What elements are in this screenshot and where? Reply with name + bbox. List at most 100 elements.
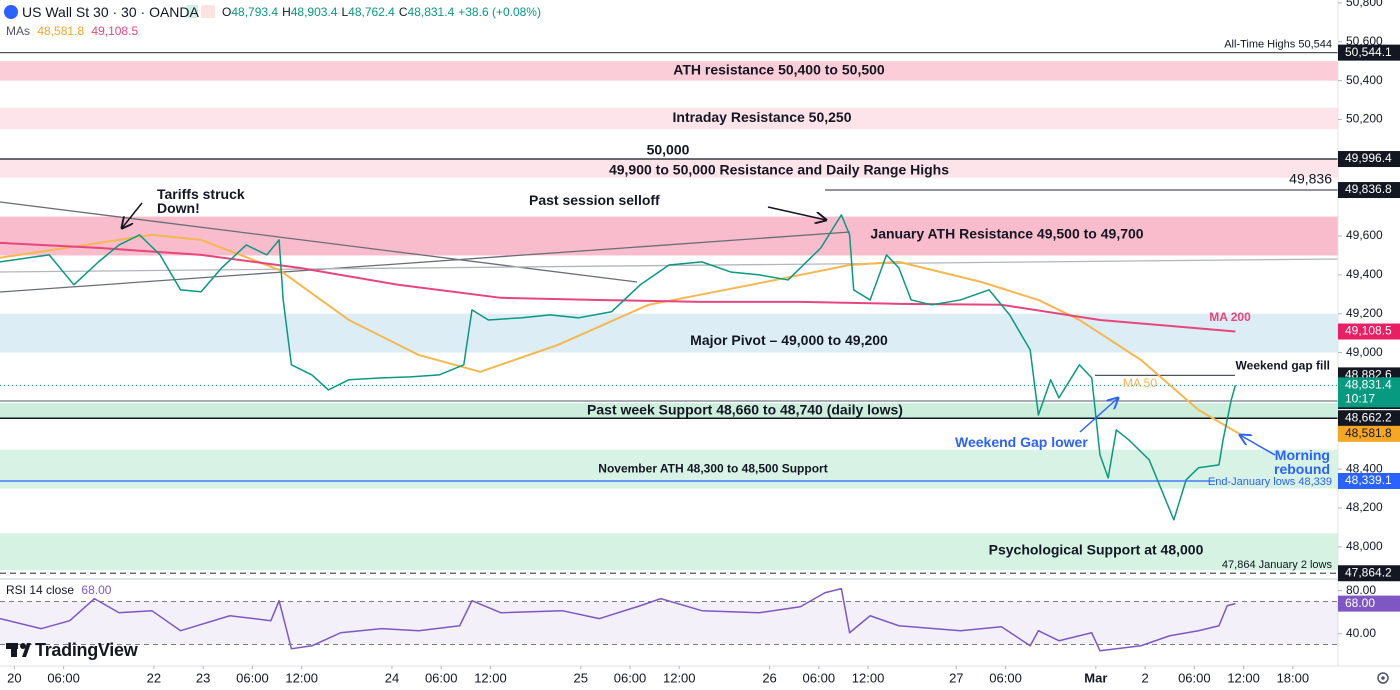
y-tick-label: 49,600 bbox=[1346, 228, 1383, 242]
logo-text: TradingView bbox=[35, 640, 138, 660]
price-tag-label: 48,339.1 bbox=[1345, 473, 1392, 487]
x-tick-label: 06:00 bbox=[236, 670, 269, 685]
y-tick-label: 50,800 bbox=[1346, 0, 1383, 9]
annotation: Weekend Gap lower bbox=[955, 434, 1088, 450]
y-tick-label: 50,400 bbox=[1346, 73, 1383, 87]
y-tick-label: 80.00 bbox=[1346, 583, 1376, 597]
status-box bbox=[186, 5, 198, 18]
price-tag bbox=[1338, 182, 1400, 199]
x-tick-label: 25 bbox=[574, 670, 588, 685]
zone-label: 49,900 to 50,000 Resistance and Daily Ra… bbox=[609, 162, 949, 178]
current-price-label: 48,831.4 bbox=[1345, 378, 1392, 392]
zone bbox=[0, 403, 1338, 419]
countdown: 10:17 bbox=[1345, 392, 1375, 406]
x-tick-label: 18:00 bbox=[1277, 670, 1310, 685]
zone-label: January ATH Resistance 49,500 to 49,700 bbox=[870, 226, 1143, 242]
x-tick-label: 20 bbox=[7, 670, 21, 685]
arrow bbox=[1079, 398, 1118, 433]
x-tick-label: 06:00 bbox=[47, 670, 80, 685]
level-label: End-January lows 48,339 bbox=[1208, 476, 1332, 488]
ohlc-value: 48,793.4 bbox=[231, 5, 279, 19]
series bbox=[0, 214, 1241, 521]
level-label: 50,000 bbox=[647, 142, 690, 158]
price-tag bbox=[1338, 151, 1400, 168]
ohlc-row: O48,793.4 H48,903.4 L48,762.4 C48,831.4 +38.… bbox=[222, 5, 541, 19]
x-tick-label: 22 bbox=[147, 670, 161, 685]
ma-line bbox=[0, 233, 1241, 435]
level-label: Weekend gap fill bbox=[1236, 359, 1330, 373]
zone bbox=[0, 533, 1338, 571]
y-tick-label: 49,400 bbox=[1346, 267, 1383, 281]
ohlc-key: C bbox=[398, 5, 408, 19]
level-label: 49,836 bbox=[1289, 171, 1332, 187]
price-tag-label: 49,836.8 bbox=[1345, 182, 1392, 196]
y-tick-label: 49,000 bbox=[1346, 345, 1383, 359]
rsi-line bbox=[0, 587, 1236, 652]
gear[interactable] bbox=[1377, 672, 1389, 684]
arrow bbox=[1240, 435, 1276, 456]
current-price-tag bbox=[1338, 377, 1400, 408]
ma-tag bbox=[1338, 425, 1400, 442]
zone-label: Psychological Support at 48,000 bbox=[989, 541, 1204, 557]
x-tick-label: 2 bbox=[1141, 670, 1148, 685]
zone-label: November ATH 48,300 to 48,500 Support bbox=[598, 461, 827, 475]
annotation: Morning rebound bbox=[1274, 447, 1330, 477]
zone-label: Major Pivot – 49,000 to 49,200 bbox=[690, 332, 888, 348]
y-tick-label: 48,000 bbox=[1346, 539, 1383, 553]
y-tick-label: 50,200 bbox=[1346, 112, 1383, 126]
zone bbox=[0, 61, 1338, 81]
symbol-badge bbox=[4, 5, 18, 19]
annotation: Tariffs struck Down! bbox=[157, 186, 245, 216]
zone-label: ATH resistance 50,400 to 50,500 bbox=[673, 62, 885, 78]
zone bbox=[0, 313, 1338, 353]
price-tag bbox=[1338, 472, 1400, 489]
y-tick-label: 48,200 bbox=[1346, 500, 1383, 514]
x-tick-label: 12:00 bbox=[852, 670, 885, 685]
arrows bbox=[122, 202, 1276, 456]
y-tick-label: 50,600 bbox=[1346, 34, 1383, 48]
level-label: 47,864 January 2 lows bbox=[1222, 559, 1333, 571]
zones bbox=[0, 61, 1338, 571]
settings-icon[interactable] bbox=[1377, 672, 1389, 684]
rsi-band bbox=[0, 601, 1338, 645]
x-tick-label: 06:00 bbox=[803, 670, 836, 685]
ohlc-key: H bbox=[282, 5, 291, 19]
zone bbox=[0, 107, 1338, 130]
price-tag bbox=[1338, 44, 1400, 61]
ohlc-key: O bbox=[222, 5, 232, 19]
ma-value: 49,108.5 bbox=[91, 24, 139, 38]
ohlc-value: 48,903.4 bbox=[290, 5, 338, 19]
ma-name: MA 200 bbox=[1209, 310, 1251, 324]
ma-row: MAs 48,581.8 49,108.5 bbox=[6, 24, 138, 38]
x-tick-label: 24 bbox=[385, 670, 399, 685]
symbol-title[interactable]: US Wall St 30 · 30 · OANDA bbox=[22, 4, 199, 20]
price-tag-label: 48,662.2 bbox=[1345, 410, 1392, 424]
x-tick-label: 06:00 bbox=[1178, 670, 1211, 685]
price-tag bbox=[1338, 565, 1400, 582]
x-tick-label: 12:00 bbox=[663, 670, 696, 685]
price-line bbox=[0, 214, 1237, 521]
price-tag-label: 47,864.2 bbox=[1345, 565, 1392, 579]
rsi-legend: RSI 14 close 68.00 bbox=[6, 583, 111, 597]
logo-icon bbox=[6, 643, 31, 657]
status-box bbox=[201, 5, 215, 18]
gear-center bbox=[1381, 676, 1385, 680]
trendline bbox=[0, 231, 851, 293]
price-tag-label: 50,544.1 bbox=[1345, 45, 1392, 59]
y-tick-label: 49,200 bbox=[1346, 306, 1383, 320]
x-tick-label: 06:00 bbox=[425, 670, 458, 685]
x-tick-label: 23 bbox=[196, 670, 210, 685]
rsi-pane bbox=[0, 587, 1338, 652]
ma-value: 48,581.8 bbox=[37, 24, 85, 38]
x-tick-label: 06:00 bbox=[614, 670, 647, 685]
trendline bbox=[0, 201, 638, 283]
price-tag-label: 49,996.4 bbox=[1345, 151, 1392, 165]
x-tick-label: Mar bbox=[1084, 670, 1107, 685]
symbol-icon bbox=[4, 5, 215, 19]
zone-label: Past week Support 48,660 to 48,740 (dail… bbox=[587, 402, 903, 418]
ma-name: MA 50 bbox=[1123, 376, 1157, 390]
ma-tag-label: 48,581.8 bbox=[1345, 426, 1392, 440]
level-label: All-Time Highs 50,544 bbox=[1224, 39, 1332, 51]
